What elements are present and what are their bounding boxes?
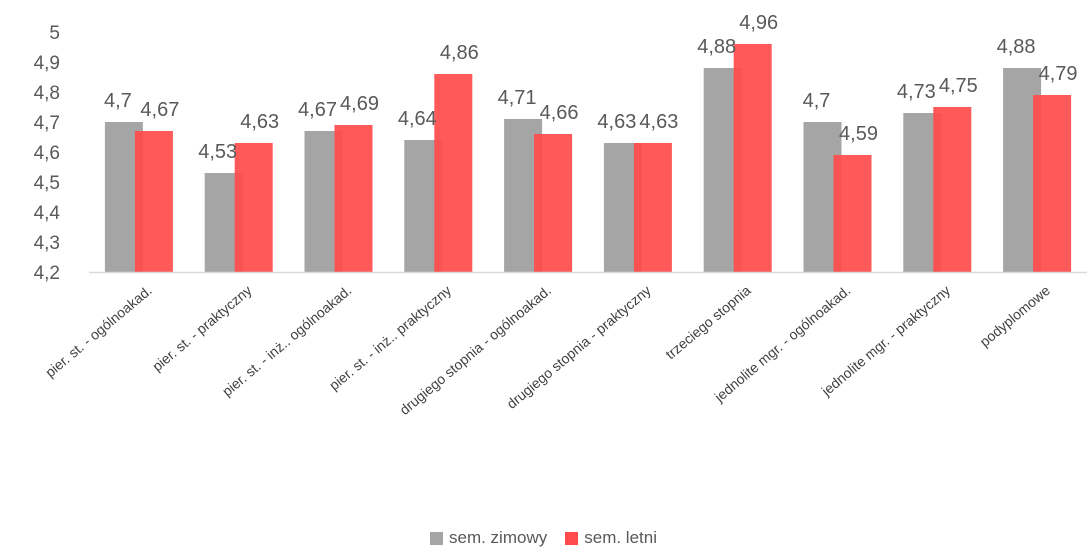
y-axis-ticks: 4,2 4,3 4,4 4,5 4,6 4,7 4,8 4,9 5 [34, 23, 61, 284]
y-tick-label: 4,7 [34, 113, 60, 134]
data-label-sem-zimowy: 4,7 [104, 90, 132, 112]
y-tick-label: 4,3 [34, 233, 60, 254]
bar-sem-letni [833, 155, 872, 272]
category-label: pier. st. - ogólnoakad. [42, 282, 155, 380]
bar-sem-letni [733, 44, 772, 272]
data-label-sem-zimowy: 4,53 [198, 141, 237, 163]
y-tick-label: 4,8 [34, 83, 60, 104]
category-label: podyplomowe [977, 282, 1054, 350]
data-label-sem-letni: 4,79 [1039, 63, 1078, 85]
category-label: trzeciego stopnia [662, 282, 754, 362]
bar-sem-letni [1033, 95, 1072, 272]
data-label-sem-zimowy: 4,67 [298, 99, 337, 121]
bar-chart: 4,24,34,44,54,64,74,84,95 4,7 4,674,534,6… [34, 12, 1087, 418]
data-label-sem-zimowy: 4,64 [398, 108, 437, 130]
data-label-sem-letni: 4,69 [340, 93, 379, 115]
bar-sem-letni [434, 74, 473, 272]
data-label-sem-zimowy: 4,7 [803, 90, 831, 112]
data-label-sem-zimowy: 4,88 [997, 36, 1036, 58]
data-label-sem-zimowy: 4,73 [897, 81, 936, 103]
legend-label-sem-zimowy: sem. zimowy [449, 528, 548, 547]
bar-sem-letni [334, 125, 373, 272]
category-labels: pier. st. - ogólnoakad.pier. st. - prakt… [42, 282, 1053, 418]
legend-item-sem-zimowy: sem. zimowy [430, 528, 547, 548]
legend-swatch-sem-zimowy [430, 531, 443, 545]
bar-sem-letni [633, 143, 672, 272]
data-label-sem-letni: 4,59 [839, 123, 878, 145]
y-tick-label: 4,6 [34, 143, 60, 164]
y-tick-label: 4,5 [34, 173, 60, 194]
data-labels: 4,7 4,674,534,634,67 4,694,644,864,714,66 4… [104, 12, 1078, 163]
y-tick-label: 5 [49, 23, 60, 44]
bars [104, 44, 1072, 272]
legend: sem. zimowy sem. letni [0, 526, 1087, 550]
data-label-sem-zimowy: 4,88 [697, 36, 736, 58]
y-tick-label: 4,2 [34, 263, 60, 284]
data-label-sem-zimowy: 4,63 [597, 111, 636, 133]
legend-label-sem-letni: sem. letni [584, 528, 657, 547]
bar-sem-letni [534, 134, 573, 272]
legend-swatch-sem-letni [565, 531, 579, 545]
data-label-sem-zimowy: 4,71 [498, 87, 537, 109]
bar-sem-letni [234, 143, 273, 272]
data-label-sem-letni: 4,67 [140, 99, 179, 121]
data-label-sem-letni: 4,86 [440, 42, 479, 64]
data-label-sem-letni: 4,96 [739, 12, 778, 34]
bar-sem-letni [933, 107, 972, 272]
y-tick-label: 4,4 [34, 203, 61, 224]
y-tick-label: 4,9 [34, 53, 60, 74]
category-label: pier. st. - praktyczny [149, 282, 255, 374]
legend-item-sem-letni: sem. letni [565, 528, 657, 548]
bar-sem-letni [134, 131, 173, 272]
data-label-sem-letni: 4,66 [540, 102, 579, 124]
data-label-sem-letni: 4,63 [240, 111, 279, 133]
data-label-sem-letni: 4,63 [639, 111, 678, 133]
data-label-sem-letni: 4,75 [939, 75, 978, 97]
